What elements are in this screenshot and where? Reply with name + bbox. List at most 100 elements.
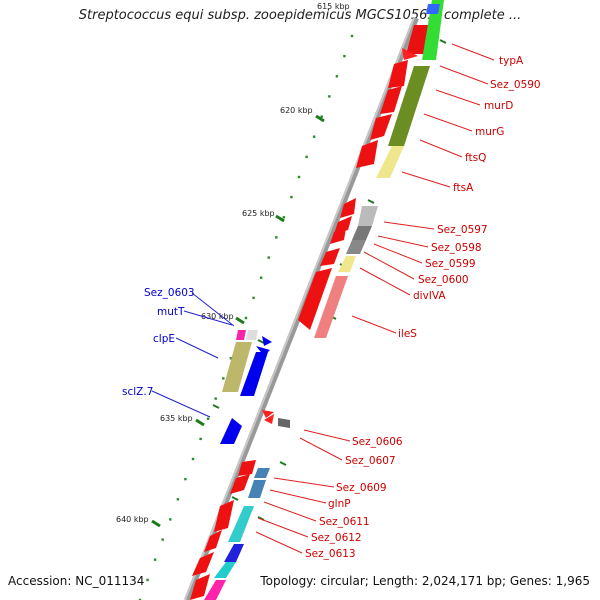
ruler-dot [282,216,286,219]
gene-mutT-arrow [262,336,272,346]
ruler-dot [297,175,301,179]
gene-clpE[interactable] [240,352,268,396]
gene-Sez_0599[interactable] [330,228,346,244]
accession-text: Accession: NC_011134 [8,574,145,588]
label-Sez_0600[interactable]: Sez_0600 [418,274,469,286]
ruler-dot [161,538,164,541]
gene-mutT[interactable] [246,330,258,340]
label-divIVA[interactable]: divIVA [413,290,446,302]
label-glnP[interactable]: glnP [328,498,351,510]
ruler-dot [176,498,180,501]
forward-gene-boxes [204,0,444,600]
label-ftsQ[interactable]: ftsQ [465,152,486,164]
gene-ftsQ[interactable] [356,140,378,168]
ruler-dot [343,54,346,58]
tick-mark-640 [151,519,161,528]
label-connectors [255,43,495,554]
ruler-dot [259,276,263,279]
tick-mark-625 [275,214,285,223]
gene-typA[interactable] [406,25,430,54]
gene-Sez_0598[interactable] [334,216,352,234]
label-murG[interactable]: murG [475,126,504,138]
ruler-dot [138,598,142,600]
label-Sez_0597[interactable]: Sez_0597 [437,224,488,236]
label-Sez_0607[interactable]: Sez_0607 [345,455,396,467]
ruler-label-615: 615 kbp [317,2,350,11]
ruler-dot [312,135,316,138]
ruler-dot [290,195,293,199]
gene-Sez_0603[interactable] [236,330,246,340]
ruler-dot [146,578,149,582]
gene-sclZ7[interactable] [220,418,242,444]
label-ftsA[interactable]: ftsA [453,182,474,194]
ruler-dot [275,236,278,239]
label-sclZ7[interactable]: sclZ.7 [122,386,153,398]
tick-mark-635 [195,418,205,427]
forward-genes [190,25,430,600]
ruler-dot [184,477,187,481]
ruler-dot [214,397,217,400]
ruler-dot [169,518,172,521]
gene-Sez_0600[interactable] [320,248,340,266]
label-Sez_0599[interactable]: Sez_0599 [425,258,476,270]
gene-murD[interactable] [380,86,402,114]
ruler-dot [244,316,248,320]
ruler-dot [153,558,157,561]
label-murD[interactable]: murD [484,100,513,112]
ruler-dot [229,357,233,360]
label-typA[interactable]: typA [499,55,524,67]
gene-Sez_0597[interactable] [340,198,356,218]
label-Sez_0612[interactable]: Sez_0612 [311,532,362,544]
tick-mark-630 [235,316,245,325]
ruler-dots [138,34,354,600]
gene-Sez_0613[interactable] [192,552,214,576]
gene-Sez_0612[interactable] [204,530,222,552]
gene-Sez_0609[interactable] [238,460,256,476]
gene-typA-arrow [402,48,418,60]
label-Sez_0609[interactable]: Sez_0609 [336,482,387,494]
ruler-dot [305,155,308,159]
label-Sez_0611[interactable]: Sez_0611 [319,516,370,528]
label-Sez_0613[interactable]: Sez_0613 [305,548,356,560]
gene-Sez_0606[interactable] [262,410,274,418]
ruler-dot [191,457,195,461]
map-title: Streptococcus equi subsp. zooepidemicus … [78,8,522,23]
genome-summary-text: Topology: circular; Length: 2,024,171 bp… [260,574,590,588]
tick-label-625: 625 kbp [242,209,275,218]
tick-label-620: 620 kbp [280,106,313,115]
ruler-dot [328,95,331,98]
gene-Sez_0590[interactable] [388,60,408,88]
label-Sez_0598[interactable]: Sez_0598 [431,242,482,254]
genome-backbone [184,16,419,600]
ruler-dot [222,377,225,380]
reverse-genes [220,330,272,444]
label-connectors-left [151,292,235,418]
gene-glnP[interactable] [230,474,250,494]
ruler-dot [199,437,202,441]
gene-extra [190,574,210,600]
label-clpE[interactable]: clpE [153,333,175,345]
tick-label-640: 640 kbp [116,515,149,524]
label-mutT[interactable]: mutT [157,306,185,318]
gene-ileS[interactable] [298,268,332,330]
ruler-dot [206,417,210,420]
ruler-dot [335,75,339,78]
label-Sez_0590[interactable]: Sez_0590 [490,79,541,91]
ruler-ticks [151,114,325,528]
ruler-dot [252,296,255,300]
tick-label-635: 635 kbp [160,414,193,423]
gene-Sez_0611[interactable] [214,500,234,532]
label-Sez_0606[interactable]: Sez_0606 [352,436,403,448]
tick-label-630: 630 kbp [201,312,234,321]
ruler-dot [267,256,270,259]
label-Sez_0603[interactable]: Sez_0603 [144,287,195,299]
gene-clpE-head [256,346,270,356]
gene-Sez_0606-b [264,414,274,424]
label-ileS[interactable]: ileS [398,328,417,340]
tick-mark-620 [315,114,325,123]
gene-clpE-box [222,342,252,392]
ruler-dot [350,34,354,38]
gene-murG[interactable] [370,114,392,140]
ruler-dot [320,115,323,118]
